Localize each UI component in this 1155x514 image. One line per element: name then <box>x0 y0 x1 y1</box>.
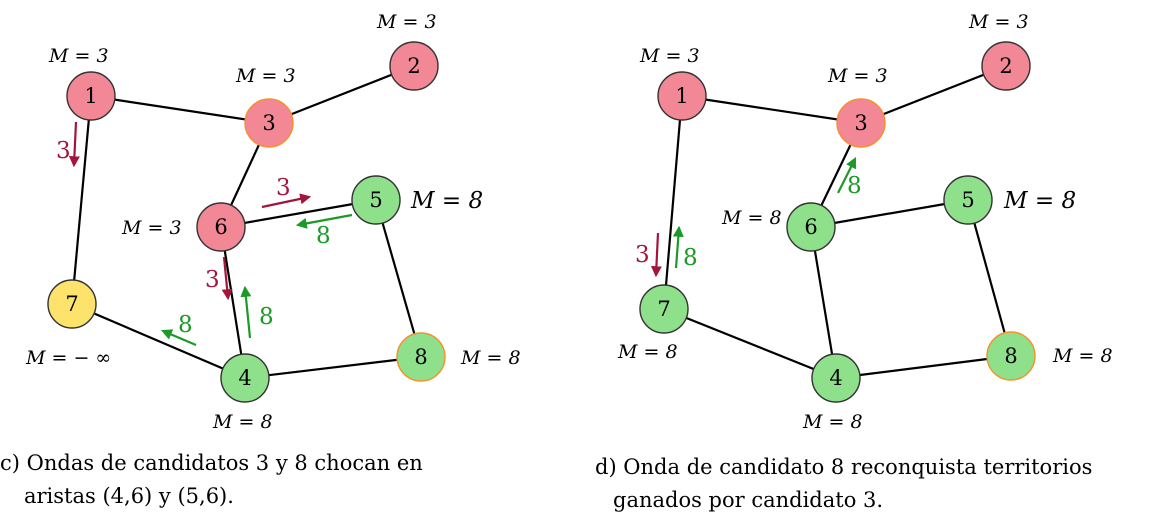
caption-d-line2: ganados por candidato 3. <box>613 488 883 512</box>
edge-1-7 <box>662 95 684 310</box>
panel-c-waves: 3 3 8 3 8 8 <box>56 121 353 347</box>
m-label: M = 8 <box>212 411 273 433</box>
node-label: 5 <box>961 188 974 212</box>
caption-c-line2: aristas (4,6) y (5,6). <box>24 484 234 508</box>
edge-1-3 <box>681 94 862 125</box>
m-label: M = 8 <box>1003 188 1076 214</box>
m-label: M = 8 <box>617 341 678 363</box>
node-label: 8 <box>414 345 427 369</box>
graph-node-2 <box>389 41 439 91</box>
node-label: 2 <box>407 54 420 78</box>
node-label: 6 <box>804 215 817 239</box>
edge-7-4 <box>71 302 246 380</box>
graph-node-4 <box>220 353 270 403</box>
node-label: 6 <box>214 215 227 239</box>
wave-arrow <box>837 157 856 194</box>
panel-d: 8 3 8 1 2 3 6 5 7 4 8 M = 3 <box>595 11 1113 512</box>
wave-arrow <box>221 256 233 301</box>
wave-arrow <box>240 285 252 339</box>
edge-7-4 <box>663 307 837 380</box>
graph-node-8 <box>396 332 446 382</box>
edge-6-5 <box>220 198 377 229</box>
wave-label: 8 <box>847 173 862 199</box>
node-label: 2 <box>999 54 1012 78</box>
wave-label: 3 <box>635 242 650 268</box>
node-label: 5 <box>369 188 382 212</box>
edge-4-8 <box>244 355 422 380</box>
graph-node-5 <box>351 175 401 225</box>
edge-4-8 <box>835 354 1012 380</box>
wave-label: 8 <box>683 245 698 271</box>
wave-arrow <box>68 121 80 168</box>
node-label: 3 <box>854 111 867 135</box>
graph-node-8 <box>986 331 1036 381</box>
wave-arrow <box>650 232 662 278</box>
panel-d-waves: 8 3 8 <box>635 157 862 278</box>
m-label: M = 3 <box>121 217 182 239</box>
wave-arrow <box>261 193 312 209</box>
graph-node-1 <box>657 71 707 121</box>
graph-node-1 <box>66 71 116 121</box>
wave-label: 8 <box>316 223 331 249</box>
node-label: 7 <box>657 297 670 321</box>
edge-6-5 <box>810 198 969 229</box>
graph-node-6 <box>196 202 246 252</box>
wave-label: 8 <box>259 304 274 330</box>
graph-node-5 <box>943 175 993 225</box>
panel-c-m-labels: M = 3 M = 3 M = 3 M = 8 M = 3 M = − ∞ M … <box>25 11 521 433</box>
m-label: M = 3 <box>968 11 1029 33</box>
graph-node-4 <box>811 353 861 403</box>
node-label: 4 <box>829 366 842 390</box>
graph-node-7 <box>47 279 97 329</box>
panel-c-edges <box>70 64 423 380</box>
edge-5-8 <box>966 199 1013 357</box>
panel-d-m-labels: M = 3 M = 3 M = 3 M = 8 M = 8 M = 8 M = … <box>617 11 1113 433</box>
node-label: 7 <box>65 292 78 316</box>
m-label: M = 3 <box>827 65 888 87</box>
m-label: M = 8 <box>1052 345 1113 367</box>
caption-d-line1: d) Onda de candidato 8 reconquista terri… <box>595 455 1092 479</box>
m-label: M = 8 <box>802 411 863 433</box>
m-label: M = 8 <box>460 347 521 369</box>
wave-arrow <box>295 213 353 229</box>
node-label: 4 <box>238 366 251 390</box>
edge-3-2 <box>860 64 1007 125</box>
m-label: M = − ∞ <box>25 347 111 369</box>
edge-6-4 <box>809 226 838 379</box>
edge-1-7 <box>70 95 93 305</box>
m-label: M = 8 <box>410 188 483 214</box>
graph-node-3 <box>244 98 294 148</box>
edge-5-8 <box>374 199 423 358</box>
edge-6-4 <box>219 226 247 379</box>
panel-d-nodes: 1 2 3 6 5 7 4 8 <box>639 41 1036 403</box>
edge-1-3 <box>90 94 270 125</box>
m-label: M = 3 <box>48 45 109 67</box>
caption-c-line1: c) Ondas de candidatos 3 y 8 chocan en <box>0 451 423 475</box>
graph-node-6 <box>786 202 836 252</box>
wave-label: 3 <box>205 267 220 293</box>
node-label: 8 <box>1004 344 1017 368</box>
graph-node-7 <box>639 284 689 334</box>
m-label: M = 3 <box>639 45 700 67</box>
graph-node-2 <box>981 41 1031 91</box>
m-label: M = 8 <box>721 207 782 229</box>
edge-3-2 <box>268 64 415 125</box>
node-label: 1 <box>84 84 97 108</box>
panel-c: 3 3 8 3 8 8 1 2 3 5 6 7 <box>0 11 521 508</box>
wave-arrow <box>160 329 197 347</box>
panel-d-edges <box>662 64 1013 380</box>
wave-label: 3 <box>276 175 291 201</box>
m-label: M = 3 <box>376 11 437 33</box>
node-label: 3 <box>262 111 275 135</box>
node-label: 1 <box>675 84 688 108</box>
graph-node-3 <box>836 98 886 148</box>
wave-label: 8 <box>178 312 193 338</box>
panel-c-nodes: 1 2 3 5 6 7 4 8 <box>47 41 446 403</box>
wave-arrow <box>672 225 684 269</box>
wave-label: 3 <box>56 138 71 164</box>
m-label: M = 3 <box>235 65 296 87</box>
